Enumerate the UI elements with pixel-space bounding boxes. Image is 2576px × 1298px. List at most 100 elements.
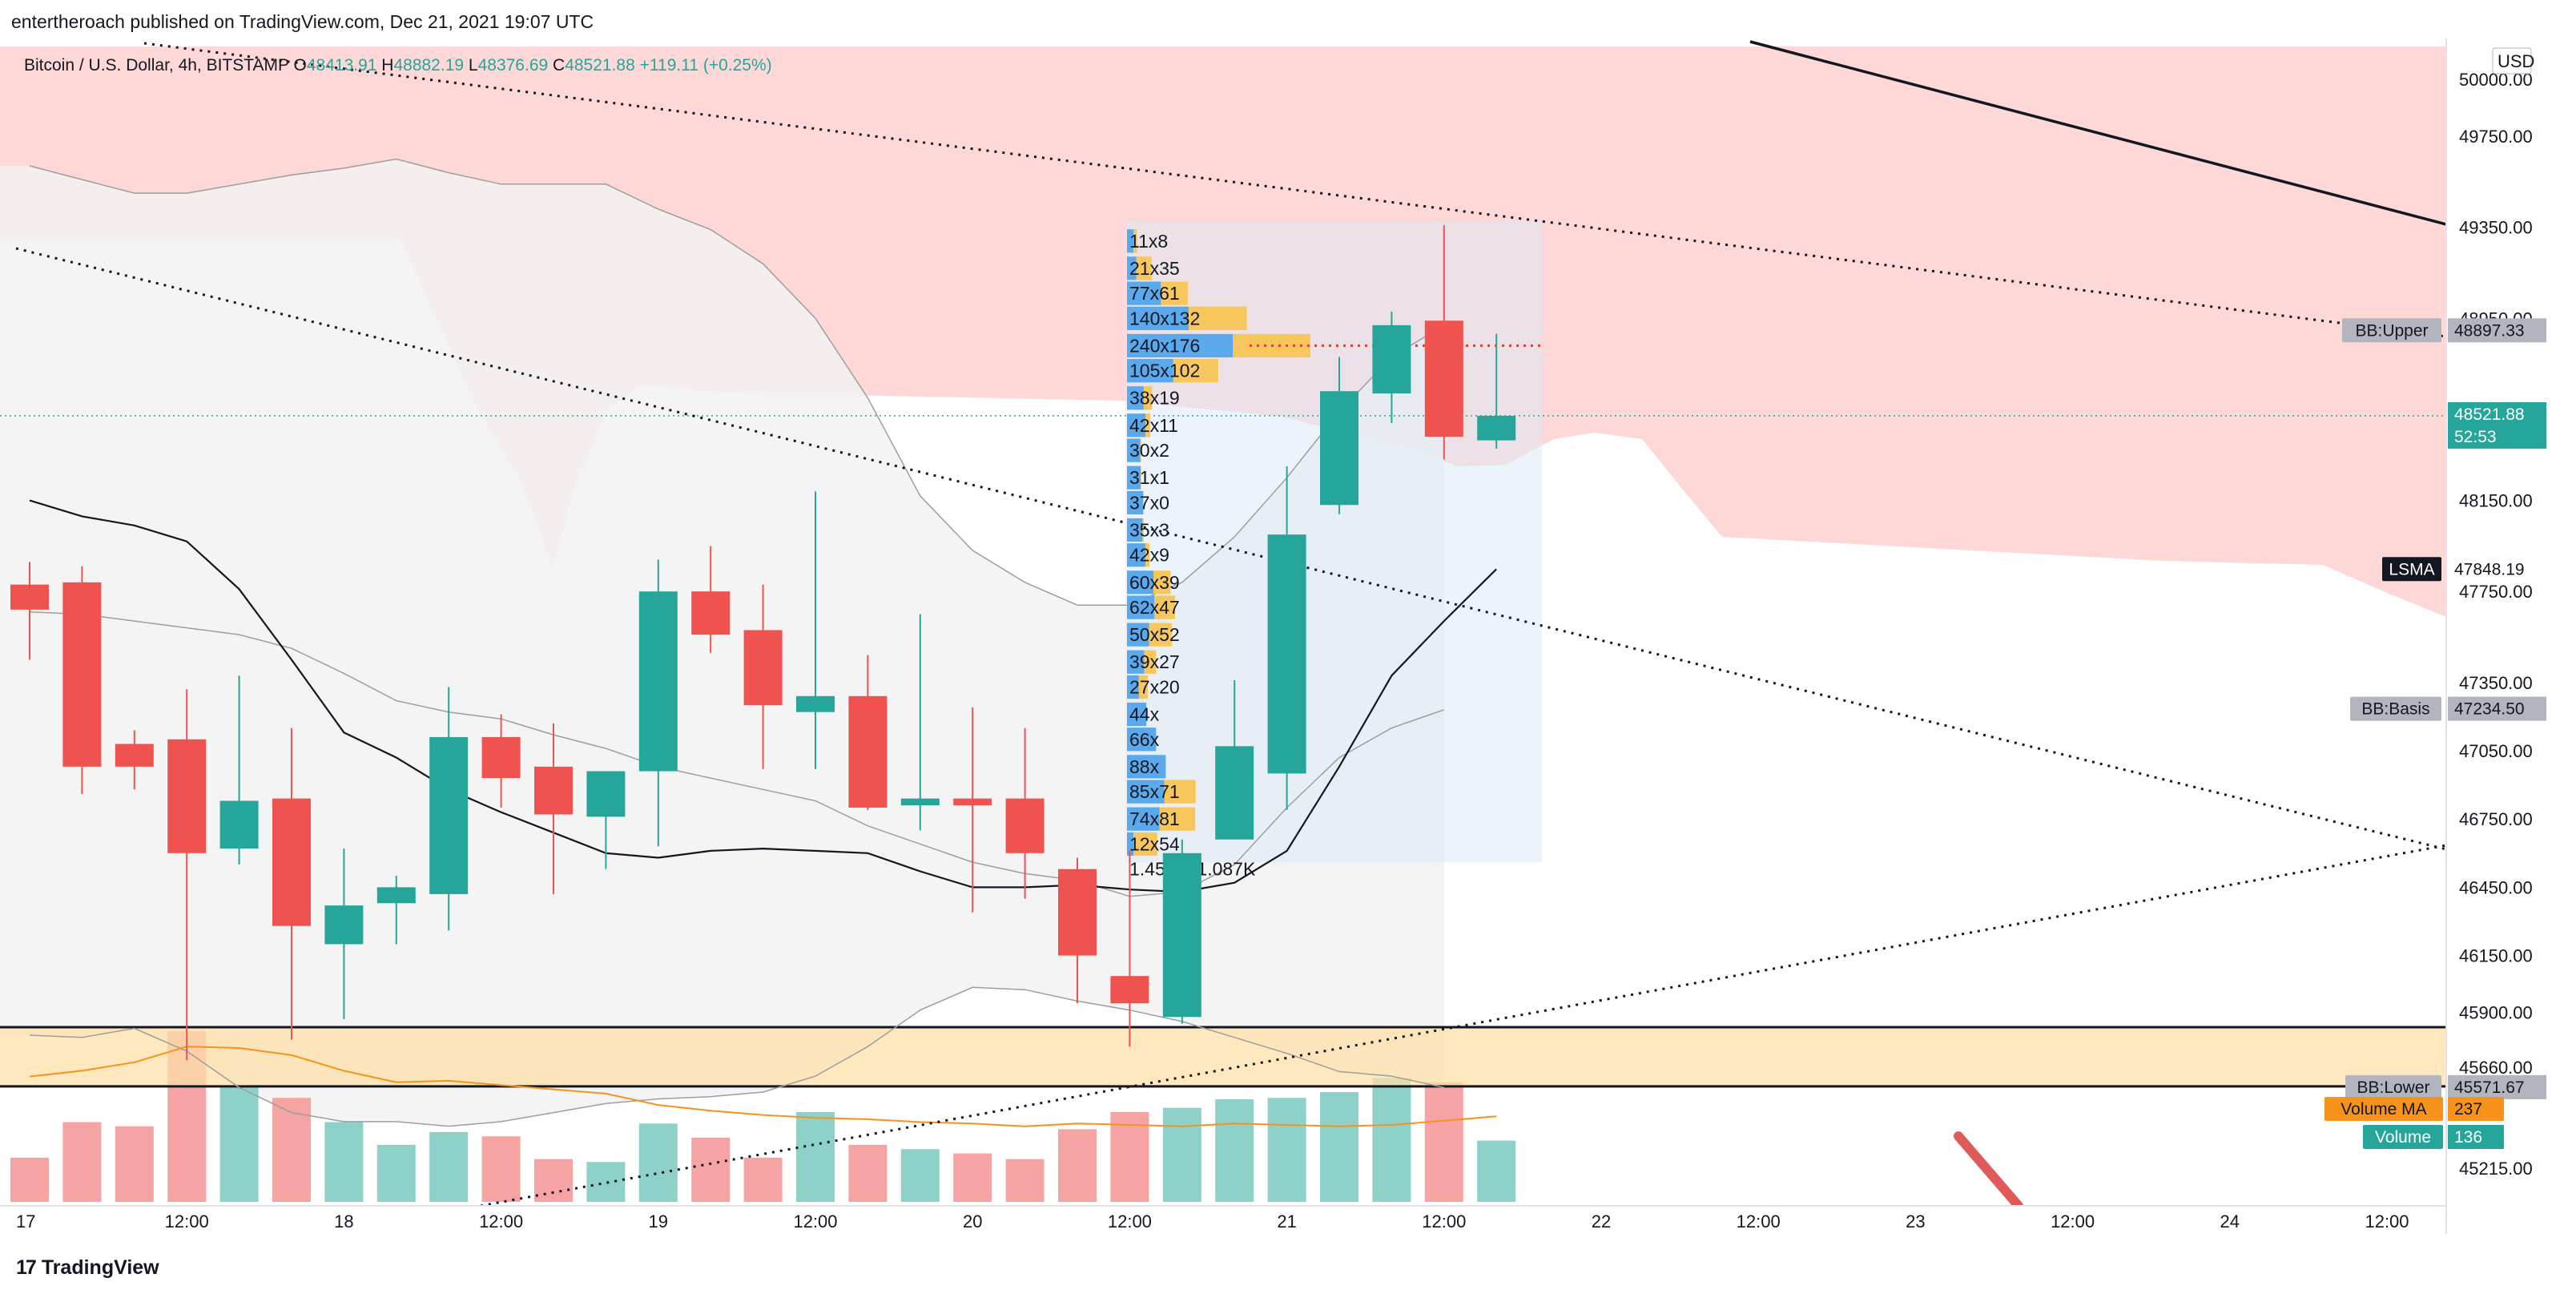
tradingview-logo[interactable]: 17 TradingView (16, 1256, 159, 1280)
vp-buy-bar (1127, 570, 1153, 595)
candle-body[interactable] (796, 695, 835, 712)
time-tick-label: 12:00 (2365, 1211, 2409, 1231)
volume-bar (534, 1159, 573, 1202)
bb-upper-value: 48897.33 (2454, 321, 2525, 340)
candle-body[interactable] (429, 736, 469, 894)
vp-row-label: 240x176 (1129, 335, 1200, 356)
vp-sell-bar (1189, 306, 1247, 330)
vp-sell-bar (1133, 229, 1137, 253)
currency-label: USD (2498, 51, 2534, 71)
vp-row-label: 140x132 (1129, 308, 1200, 329)
candle-body[interactable] (167, 739, 207, 853)
candle-body[interactable] (534, 766, 573, 815)
vp-row-label: 88x (1129, 756, 1160, 777)
bb-upper-name-tag (2342, 318, 2441, 343)
candle-body[interactable] (481, 736, 521, 779)
price-tick-label: 47350.00 (2459, 673, 2533, 693)
vp-row-label: 37x0 (1129, 492, 1169, 513)
bb-lower-line (29, 986, 1444, 1127)
vp-row-label: 27x20 (1129, 676, 1180, 697)
volume-bar (219, 1086, 259, 1202)
volume-ma-value-tag (2448, 1097, 2504, 1121)
vp-row-label: 62x47 (1129, 597, 1180, 618)
descending-trendline-lower[interactable] (15, 247, 2446, 851)
time-tick-label: 19 (649, 1211, 668, 1231)
vp-row-label: 105x102 (1129, 361, 1200, 381)
candle-body[interactable] (376, 887, 416, 904)
candle-body[interactable] (1110, 976, 1149, 1004)
arrow-marker[interactable] (1954, 1131, 2023, 1206)
vp-sell-bar (1149, 623, 1173, 647)
volume-bar (429, 1131, 469, 1202)
vp-buy-bar (1127, 623, 1149, 647)
volume-bar (1477, 1140, 1516, 1202)
vp-row-label: 66x (1129, 729, 1160, 750)
candle-body[interactable] (1320, 391, 1358, 506)
time-tick-label: 12:00 (165, 1211, 209, 1231)
vp-buy-bar (1127, 675, 1139, 699)
vp-buy-bar (1127, 333, 1233, 358)
vp-buy-bar (1127, 807, 1160, 831)
candle-body[interactable] (1267, 534, 1306, 774)
candle-body[interactable] (1372, 324, 1411, 394)
candle-body[interactable] (953, 798, 992, 806)
candle-body[interactable] (638, 591, 678, 772)
descending-trendline-upper[interactable] (143, 42, 2446, 338)
candle-body[interactable] (900, 798, 940, 806)
open-value: 48413.91 (306, 56, 377, 75)
vp-sell-bar (1164, 780, 1196, 804)
candle-body[interactable] (691, 591, 731, 635)
bb-lower-name-tag (2345, 1074, 2441, 1099)
vp-sell-bar (1153, 570, 1171, 595)
vp-row-label: 60x39 (1129, 572, 1180, 593)
bb-upper-value-tag (2448, 318, 2546, 343)
vp-row-label: 30x2 (1129, 440, 1169, 461)
vp-buy-bar (1127, 543, 1146, 567)
vp-sell-bar (1138, 675, 1148, 699)
time-tick-label: 23 (1906, 1211, 1925, 1231)
candle-body[interactable] (62, 582, 102, 767)
candle-body[interactable] (743, 630, 783, 706)
volume-bar (1424, 1082, 1463, 1202)
bb-basis-line (29, 611, 1445, 897)
lsma-value: 47848.19 (2454, 560, 2525, 578)
price-axis-bg (2446, 38, 2576, 1207)
candle-body[interactable] (586, 771, 626, 817)
vp-buy-bar (1127, 438, 1141, 462)
tradingview-brand: TradingView (41, 1256, 159, 1279)
vp-sell-bar (1159, 807, 1196, 831)
bb-basis-value-tag (2448, 696, 2546, 721)
candle-body[interactable] (1058, 869, 1097, 956)
volume-name: Volume (2375, 1128, 2431, 1147)
volume-bar (272, 1098, 311, 1202)
vp-sell-bar (1145, 413, 1151, 437)
candle-body[interactable] (324, 905, 364, 945)
candle-body[interactable] (848, 695, 888, 808)
vp-sell-bar (1136, 256, 1152, 280)
high-value: 48882.19 (393, 56, 465, 75)
volume-ma-line (29, 1046, 1497, 1127)
bb-basis-name: BB:Basis (2361, 700, 2429, 719)
lsma-value-tag (2448, 557, 2546, 582)
time-tick-label: 12:00 (2051, 1211, 2095, 1231)
close-label: C (553, 56, 566, 75)
volume-bar (481, 1136, 521, 1202)
price-tick-label: 49350.00 (2459, 218, 2533, 238)
candle-body[interactable] (10, 584, 49, 610)
candle-body[interactable] (219, 800, 259, 849)
candle-body[interactable] (1477, 415, 1516, 441)
candle-body[interactable] (1215, 746, 1254, 840)
candle-body[interactable] (1162, 853, 1201, 1018)
volume-bar (953, 1153, 992, 1202)
bb-upper-name: BB:Upper (2355, 321, 2428, 340)
symbol-label[interactable]: Bitcoin / U.S. Dollar, 4h, BITSTAMP (24, 56, 289, 75)
currency-badge[interactable] (2492, 47, 2532, 75)
solid-trendline[interactable] (1749, 40, 2446, 226)
candle-body[interactable] (1005, 798, 1044, 853)
price-tick-label: 46150.00 (2459, 946, 2533, 966)
vp-buy-bar (1127, 359, 1173, 383)
candle-body[interactable] (115, 744, 154, 767)
candle-body[interactable] (272, 798, 311, 926)
candle-body[interactable] (1424, 320, 1463, 437)
